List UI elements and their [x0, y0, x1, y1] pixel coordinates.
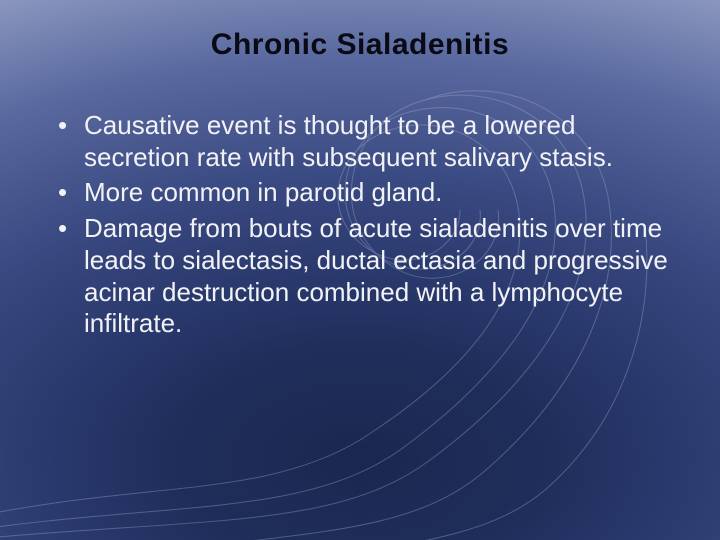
slide: Chronic Sialadenitis Causative event is … [0, 0, 720, 540]
bullet-list: Causative event is thought to be a lower… [40, 110, 680, 340]
list-item: More common in parotid gland. [58, 177, 680, 209]
slide-title: Chronic Sialadenitis [40, 28, 680, 62]
list-item: Damage from bouts of acute sialadenitis … [58, 213, 680, 340]
list-item: Causative event is thought to be a lower… [58, 110, 680, 173]
